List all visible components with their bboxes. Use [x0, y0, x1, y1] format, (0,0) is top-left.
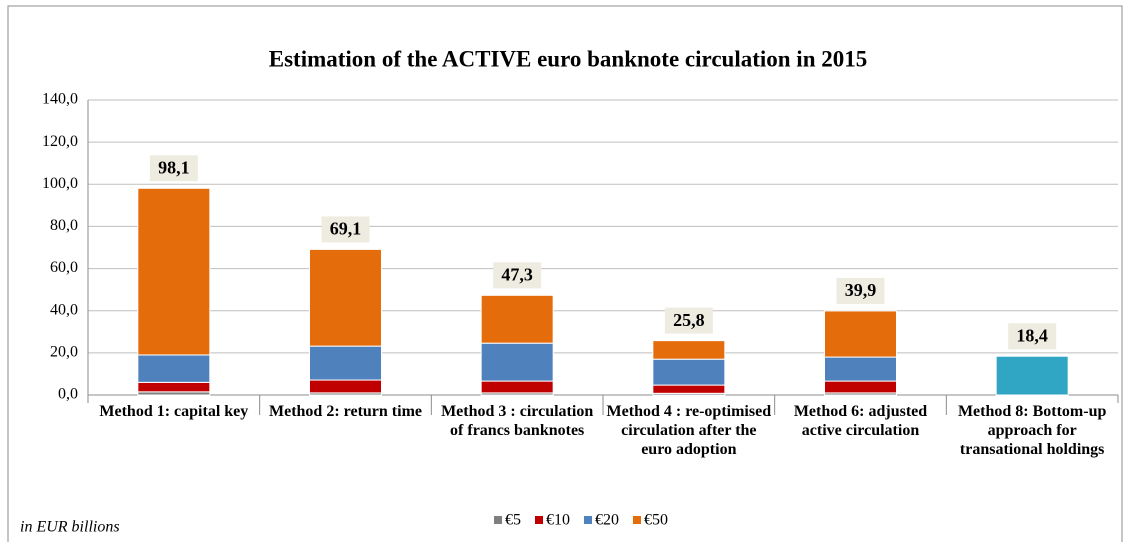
bar-segment [652, 384, 726, 394]
bar-segment [309, 345, 382, 381]
bar-segment [652, 358, 726, 386]
chart-title: Estimation of the ACTIVE euro banknote c… [269, 46, 867, 71]
total-label-box [836, 277, 885, 304]
legend-swatch [633, 516, 641, 524]
y-tick-label: 120,0 [42, 133, 78, 150]
y-tick-label: 20,0 [50, 344, 78, 361]
x-tick-label: Method 8: Bottom-up approach for transat… [957, 403, 1107, 458]
legend-label: €50 [644, 512, 668, 529]
total-label: 18,4 [1016, 325, 1048, 345]
legend-label: €5 [505, 512, 521, 529]
bar-segment [137, 381, 211, 393]
bar-segment [309, 379, 382, 394]
bar-segment [137, 187, 211, 356]
x-tick-label: Method 3 : circulation of francs banknot… [441, 403, 594, 439]
y-tick-label: 80,0 [50, 217, 78, 234]
legend-swatch [494, 516, 502, 524]
x-tick-label: Method 2: return time [269, 403, 422, 420]
y-tick-label: 100,0 [42, 175, 78, 192]
bar-segment [824, 356, 897, 382]
x-tick-label: Method 4 : re-optimised circulation afte… [606, 403, 772, 458]
total-label: 47,3 [501, 264, 533, 284]
x-tick-label: Method 6: adjusted active circulation [793, 403, 928, 439]
total-label: 69,1 [330, 219, 362, 239]
bar-segment [480, 294, 554, 344]
bar-segment [309, 248, 382, 347]
total-label-box [493, 262, 542, 289]
bar-segment [652, 340, 726, 360]
legend-swatch [584, 516, 592, 524]
total-label: 98,1 [158, 157, 190, 177]
total-label: 39,9 [845, 280, 877, 300]
y-tick-label: 60,0 [50, 259, 78, 276]
total-label-box [149, 155, 198, 182]
y-tick-label: 0,0 [58, 386, 78, 403]
bar-segment [480, 342, 554, 382]
bar-segment [824, 310, 897, 358]
legend-label: €10 [546, 512, 570, 529]
legend-swatch [535, 516, 543, 524]
bar-segment [480, 380, 554, 394]
total-label-box [664, 307, 713, 334]
total-label: 25,8 [673, 310, 705, 330]
chart-frame [7, 5, 1123, 542]
y-tick-label: 40,0 [50, 301, 78, 318]
bar-segment [824, 380, 897, 394]
bar-segment [995, 355, 1069, 396]
unit-note: in EUR billions [20, 519, 120, 536]
legend-label: €20 [595, 512, 619, 529]
x-tick-label: Method 1: capital key [99, 403, 249, 420]
total-label-box [321, 216, 370, 243]
total-label-box [1008, 323, 1057, 350]
y-tick-label: 140,0 [42, 91, 78, 108]
bar-segment [137, 354, 211, 383]
